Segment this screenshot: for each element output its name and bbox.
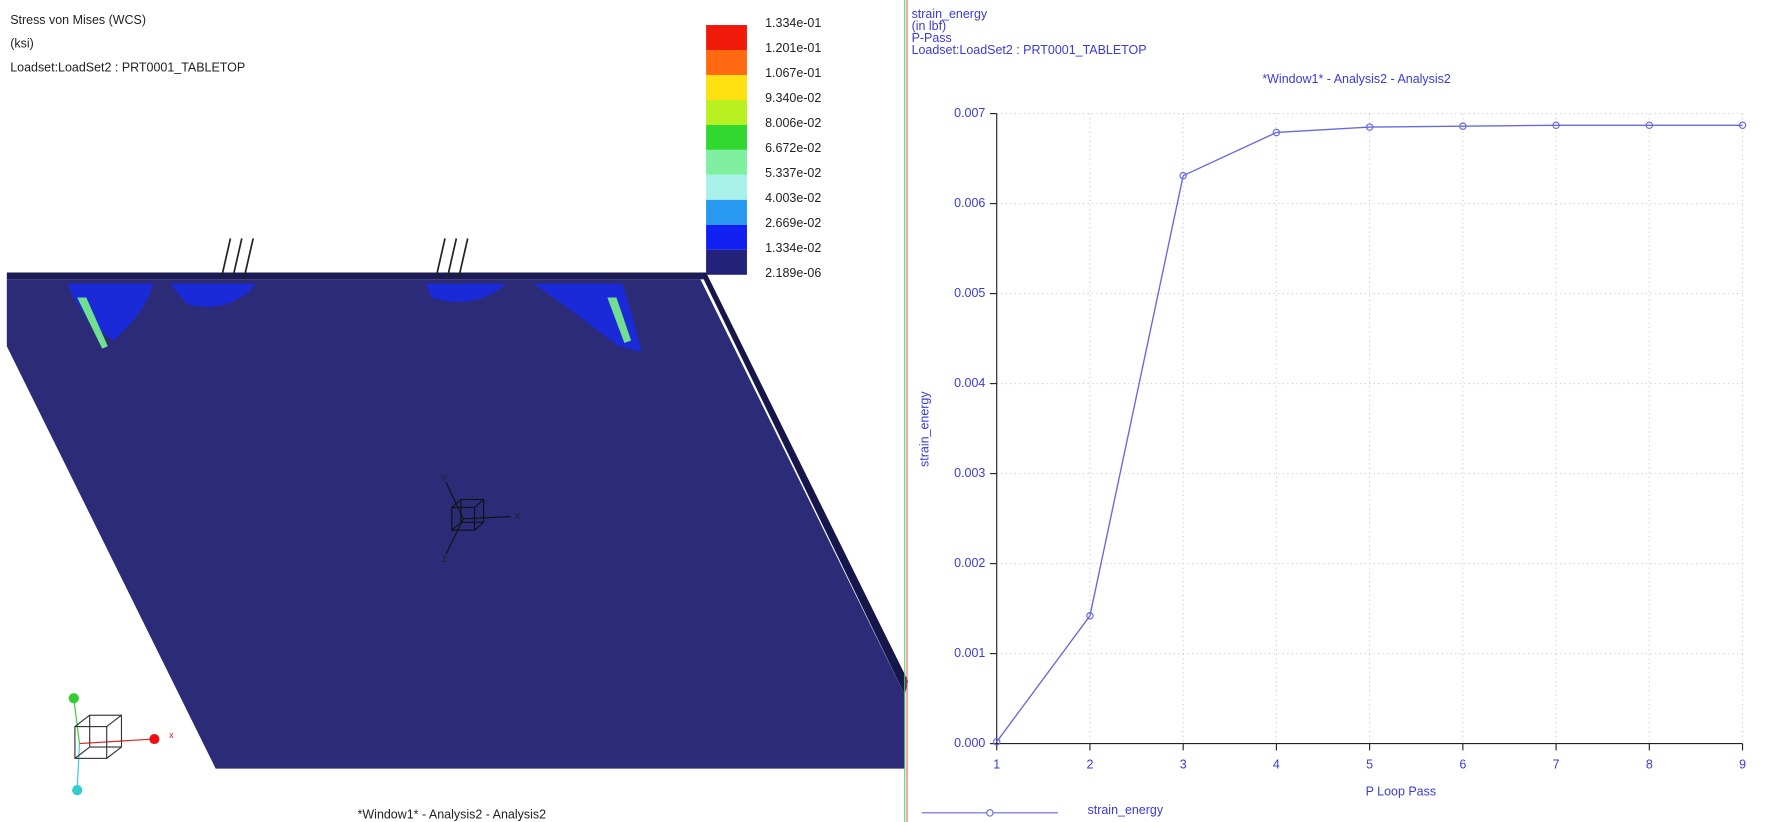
chart-title: *Window1* - Analysis2 - Analysis2 — [1262, 72, 1451, 86]
scale-swatch — [706, 250, 747, 275]
triad-label: Z — [442, 554, 448, 564]
scale-swatch — [706, 150, 747, 175]
y-tick-label: 0.002 — [954, 556, 985, 570]
x-tick-label: 2 — [1086, 757, 1093, 771]
plate-top-edge — [7, 273, 704, 280]
result-unit: (ksi) — [10, 37, 34, 51]
x-tick-label: 4 — [1273, 757, 1280, 771]
orient-label: x — [169, 730, 174, 740]
y-axis-label: strain_energy — [917, 391, 931, 467]
axis-dot — [149, 734, 159, 744]
scale-label: 5.337e-02 — [765, 166, 821, 180]
x-tick-label: 8 — [1646, 757, 1653, 771]
scale-swatch — [706, 200, 747, 225]
axis-dot — [72, 785, 82, 795]
x-axis-label: P Loop Pass — [1366, 785, 1436, 799]
scale-label: 1.067e-01 — [765, 66, 821, 80]
scale-label: 9.340e-02 — [765, 91, 821, 105]
y-tick-label: 0.007 — [954, 106, 985, 120]
scale-label: 1.334e-01 — [765, 16, 821, 30]
y-tick-label: 0.001 — [954, 646, 985, 660]
y-tick-label: 0.000 — [954, 736, 985, 750]
x-tick-label: 3 — [1180, 757, 1187, 771]
scale-swatch — [706, 175, 747, 200]
scale-swatch — [706, 225, 747, 250]
x-tick-label: 9 — [1739, 757, 1746, 771]
axis-dot — [69, 693, 79, 703]
window-title: *Window1* - Analysis2 - Analysis2 — [358, 807, 547, 821]
scale-label: 4.003e-02 — [765, 191, 821, 205]
triad-label: Y — [440, 474, 446, 484]
x-tick-label: 5 — [1366, 757, 1373, 771]
scale-swatch — [706, 100, 747, 125]
scale-swatch — [706, 50, 747, 75]
scale-label: 8.006e-02 — [765, 116, 821, 130]
scale-label: 2.669e-02 — [765, 216, 821, 230]
triad-label: X — [514, 511, 520, 521]
x-tick-label: 1 — [993, 757, 1000, 771]
x-tick-label: 6 — [1459, 757, 1466, 771]
result-title: Stress von Mises (WCS) — [10, 13, 146, 27]
y-tick-label: 0.004 — [954, 376, 985, 390]
scale-label: 1.201e-01 — [765, 41, 821, 55]
loadset-label: Loadset:LoadSet2 : PRT0001_TABLETOP — [10, 60, 245, 74]
scale-label: 2.189e-06 — [765, 266, 821, 280]
scale-label: 6.672e-02 — [765, 141, 821, 155]
chart-header: Loadset:LoadSet2 : PRT0001_TABLETOP — [912, 43, 1147, 57]
scale-swatch — [706, 125, 747, 150]
legend-label: strain_energy — [1088, 803, 1164, 817]
scale-swatch — [706, 25, 747, 50]
scale-swatch — [706, 75, 747, 100]
screen: Y X Z x Stress von Mises (WCS) (ksi) Loa… — [0, 0, 1780, 822]
y-tick-label: 0.005 — [954, 286, 985, 300]
y-tick-label: 0.006 — [954, 196, 985, 210]
x-tick-label: 7 — [1553, 757, 1560, 771]
legend-marker — [987, 810, 993, 816]
scale-label: 1.334e-02 — [765, 241, 821, 255]
y-tick-label: 0.003 — [954, 466, 985, 480]
